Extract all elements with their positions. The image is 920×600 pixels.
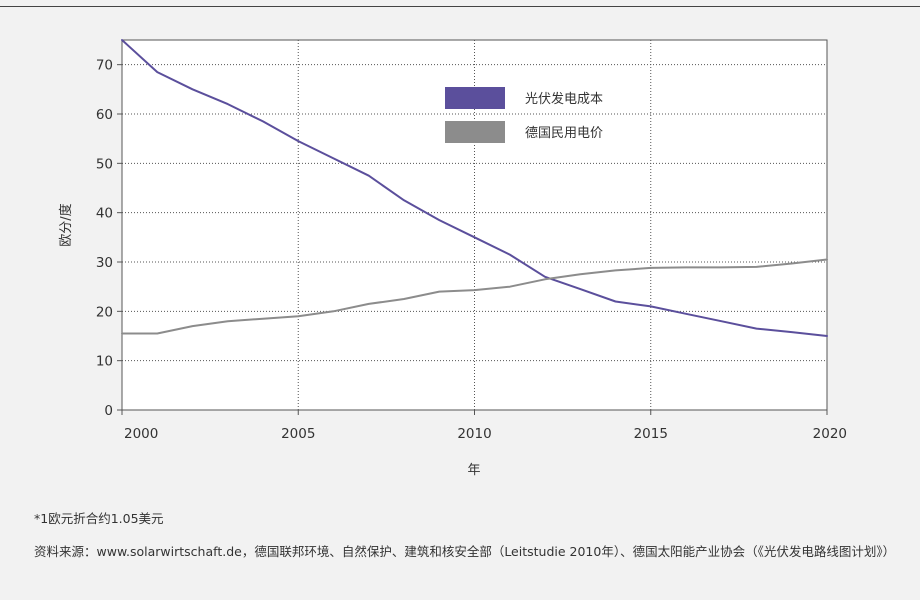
- source-note: 资料来源：www.solarwirtschaft.de，德国联邦环境、自然保护、…: [34, 544, 896, 559]
- grid-lines: [122, 40, 827, 410]
- y-axis: 0 10 20 30 40 50 60 70: [96, 58, 122, 419]
- x-axis: 2000 2005 2010 2015 2020: [121, 410, 847, 442]
- legend-label: 德国民用电价: [525, 126, 603, 141]
- series-line-1: [121, 258, 828, 335]
- legend-swatch: [445, 87, 505, 109]
- x-tick-label: 2005: [281, 426, 315, 442]
- y-tick-label: 60: [96, 107, 113, 123]
- x-tick-label: 2020: [813, 426, 847, 442]
- legend-swatch: [445, 121, 505, 143]
- x-tick-label: 2010: [457, 426, 491, 442]
- x-axis-title: 年: [467, 463, 480, 478]
- series-lines: [121, 39, 828, 337]
- y-tick-label: 30: [96, 255, 113, 271]
- y-tick-label: 50: [96, 156, 113, 172]
- top-rule: [0, 6, 920, 7]
- y-axis-title: 欧分/度: [58, 203, 74, 246]
- footnote: *1欧元折合约1.05美元: [34, 511, 164, 526]
- series-line-0: [121, 39, 828, 337]
- x-tick-label: 2015: [634, 426, 668, 442]
- y-tick-label: 40: [96, 206, 113, 222]
- line-chart: 0 10 20 30 40 50 60 70 2000 2005 2010 2015 2020 光伏发…: [58, 39, 847, 478]
- legend-label: 光伏发电成本: [525, 91, 603, 107]
- x-tick-label: 2000: [124, 426, 158, 442]
- y-tick-label: 70: [96, 58, 113, 74]
- y-tick-label: 10: [96, 354, 113, 370]
- y-tick-label: 20: [96, 304, 113, 320]
- y-tick-label: 0: [104, 403, 113, 419]
